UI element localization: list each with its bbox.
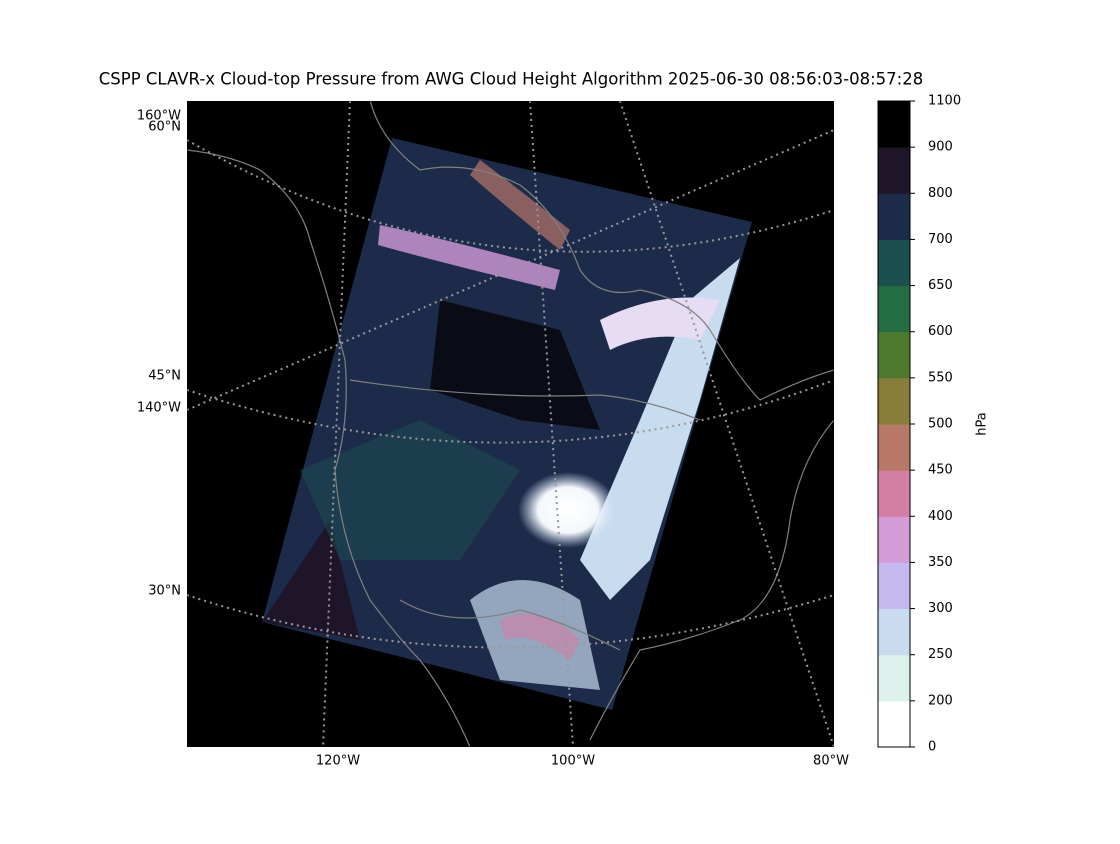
colorbar-tick-label: 600: [928, 324, 953, 339]
graticule-label: 60°N: [148, 120, 181, 135]
colorbar-tick-label: 400: [928, 509, 953, 524]
colorbar-segment: [878, 101, 910, 148]
colorbar-segment: [878, 700, 910, 748]
coastlines: [187, 101, 834, 747]
swath-region: [262, 520, 360, 640]
colorbar-segment: [878, 424, 910, 471]
cloud-band: [378, 225, 560, 290]
cloud-band: [580, 258, 740, 600]
colorbar-segment: [878, 470, 910, 517]
colorbar-label: hPa: [975, 412, 990, 435]
graticule-label: 160°W: [137, 109, 181, 124]
colorbar-segment: [878, 239, 910, 287]
swath-region: [430, 300, 600, 430]
graticule-label: 30°N: [148, 584, 181, 599]
colorbar-tick-label: 550: [928, 370, 953, 385]
colorbar-tick-label: 200: [928, 693, 953, 708]
lon-label: 80°W: [813, 754, 849, 769]
title: CSPP CLAVR-x Cloud-top Pressure from AWG…: [99, 70, 923, 89]
cloud-band: [600, 297, 720, 350]
swath-region: [300, 420, 520, 560]
colorbar-segment: [878, 608, 910, 656]
colorbar-tick-label: 900: [928, 140, 953, 155]
colorbar-segment: [878, 331, 910, 379]
cloud-core: [518, 472, 618, 548]
colorbar-tick-label: 500: [928, 417, 953, 432]
colorbar-tick-label: 0: [928, 740, 936, 755]
cloud-band: [470, 160, 570, 250]
colorbar-tick-label: 700: [928, 232, 953, 247]
colorbar-segment: [878, 147, 910, 194]
graticule-label: 45°N: [148, 369, 181, 384]
colorbar-segment: [878, 193, 910, 240]
colorbar: 0 200 250 300 350 400 450 500 550 600 650 700 800 900…: [877, 94, 961, 755]
colorbar-segment: [878, 377, 910, 425]
colorbar-tick-label: 800: [928, 186, 953, 201]
graticule: [187, 101, 834, 747]
colorbar-tick-label: 650: [928, 278, 953, 293]
colorbar-tick-label: 350: [928, 555, 953, 570]
colorbar-tick-label: 450: [928, 463, 953, 478]
lon-label: 120°W: [316, 754, 360, 769]
cloud-band: [500, 613, 580, 660]
colorbar-segment: [878, 562, 910, 610]
colorbar-tick-label: 250: [928, 647, 953, 662]
colorbar-segment: [878, 654, 910, 702]
colorbar-segment: [878, 285, 910, 333]
lon-label: 100°W: [551, 754, 595, 769]
colorbar-tick-label: 1100: [928, 94, 961, 109]
colorbar-segment: [878, 516, 910, 563]
colorbar-tick-label: 300: [928, 601, 953, 616]
graticule-label: 140°W: [137, 401, 181, 416]
map: [187, 101, 834, 747]
